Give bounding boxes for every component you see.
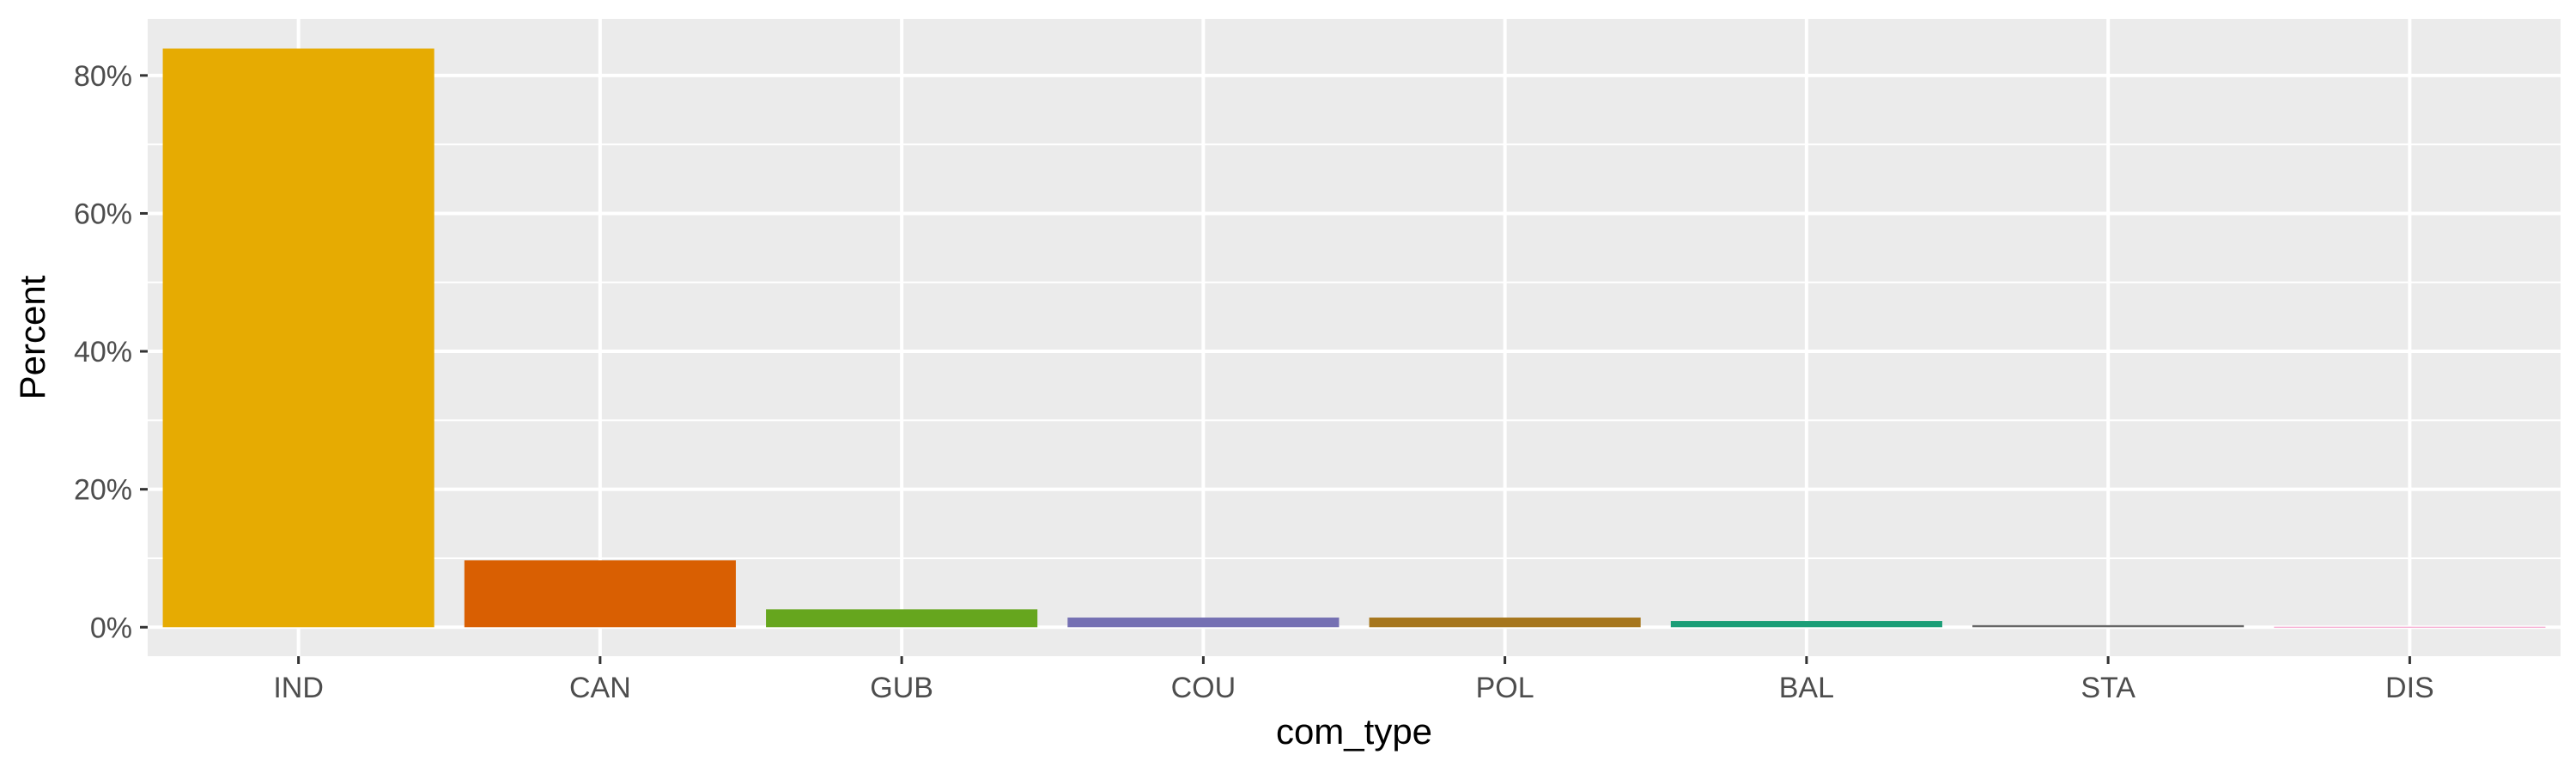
y-tick-label: 80% [74, 60, 132, 93]
x-axis-title: com_type [1276, 711, 1432, 752]
bars [162, 48, 2546, 628]
y-tick-label: 0% [90, 612, 132, 644]
y-tick-label: 60% [74, 198, 132, 230]
x-tick-label: STA [2081, 672, 2136, 704]
y-axis: 0% 20% 40% 60% 80% [74, 60, 148, 644]
x-tick-label: COU [1171, 672, 1236, 704]
minor-gridlines [148, 143, 2561, 559]
x-tick-label: CAN [569, 672, 631, 704]
y-axis-title: Percent [12, 275, 52, 399]
bar-pol [1369, 618, 1641, 628]
x-tick-label: BAL [1779, 672, 1834, 704]
bar-gub [766, 609, 1038, 628]
y-tick-label: 40% [74, 336, 132, 368]
bar-ind [162, 48, 434, 628]
panel-background [148, 19, 2561, 656]
bar-can [464, 560, 736, 628]
bar-sta [1972, 624, 2245, 628]
x-tick-label: GUB [870, 672, 933, 704]
x-axis: IND CAN GUB COU POL BAL STA DIS [273, 656, 2434, 704]
x-tick-label: IND [273, 672, 324, 704]
bar-bal [1670, 621, 1942, 628]
x-tick-label: DIS [2385, 672, 2434, 704]
bar-cou [1067, 618, 1340, 628]
x-tick-label: POL [1476, 672, 1534, 704]
bar-dis [2274, 626, 2546, 628]
y-tick-label: 20% [74, 474, 132, 507]
